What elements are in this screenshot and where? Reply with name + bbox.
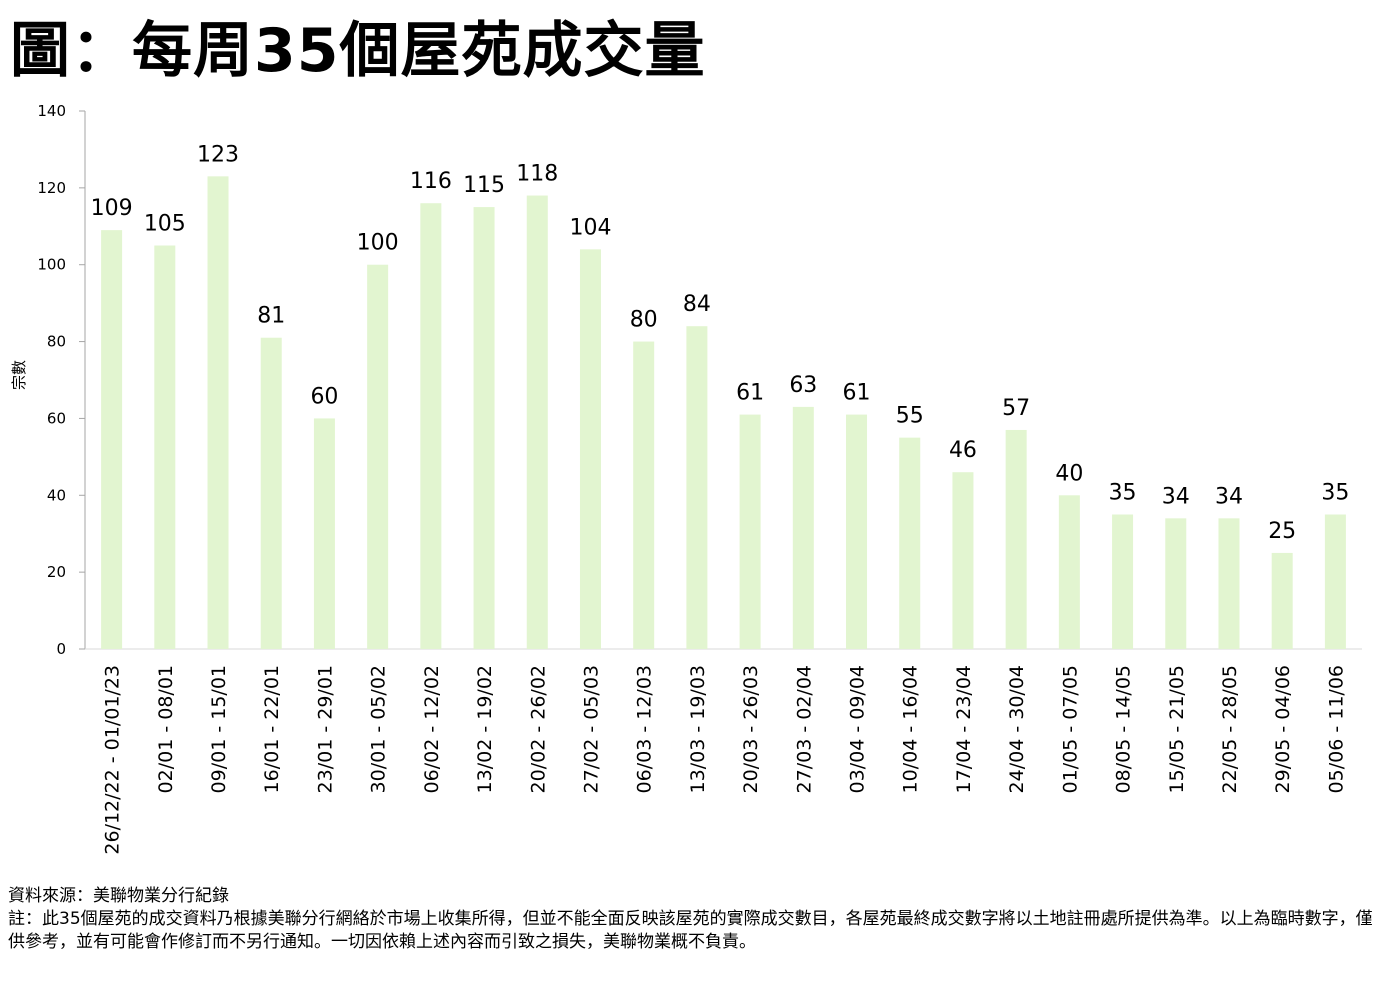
x-tick-label: 10/04 - 16/04 <box>900 665 922 793</box>
bar <box>633 341 655 649</box>
data-label: 118 <box>516 162 558 187</box>
x-tick-label: 27/03 - 02/04 <box>793 665 815 793</box>
bar <box>207 176 229 650</box>
bar <box>526 195 548 650</box>
bar <box>473 207 495 650</box>
disclaimer-note: 註：此35個屋苑的成交資料乃根據美聯分行網絡於市場上收集所得，但並不能全面反映該… <box>8 909 1373 952</box>
data-label: 104 <box>569 215 611 240</box>
data-label: 25 <box>1268 519 1296 544</box>
bar <box>1058 495 1080 649</box>
data-label: 105 <box>144 212 186 237</box>
data-label: 40 <box>1055 461 1083 486</box>
bar <box>952 472 974 649</box>
bar <box>899 437 921 649</box>
x-tick-label: 27/02 - 05/03 <box>580 665 602 793</box>
x-tick-label: 15/05 - 21/05 <box>1166 665 1188 793</box>
data-label: 61 <box>736 381 764 406</box>
y-tick-label: 60 <box>47 409 66 427</box>
bar <box>367 264 389 649</box>
x-tick-label: 05/06 - 11/06 <box>1325 665 1347 793</box>
x-tick-label: 20/03 - 26/03 <box>740 665 762 793</box>
bar <box>739 414 761 649</box>
bar <box>686 326 708 649</box>
x-tick-label: 06/02 - 12/02 <box>421 665 443 793</box>
bar <box>846 414 868 649</box>
x-tick-label: 30/01 - 05/02 <box>368 665 390 793</box>
bar <box>154 245 176 649</box>
x-tick-label: 16/01 - 22/01 <box>261 665 283 793</box>
data-label: 81 <box>257 304 285 329</box>
y-tick-label: 80 <box>47 333 66 351</box>
bar <box>260 337 282 649</box>
x-tick-label: 06/03 - 12/03 <box>634 665 656 793</box>
data-label: 34 <box>1162 484 1190 509</box>
data-label: 60 <box>310 384 338 409</box>
data-label: 115 <box>463 173 505 198</box>
data-label: 84 <box>683 292 711 317</box>
bar <box>313 418 335 649</box>
y-tick-label: 120 <box>37 179 66 197</box>
bar <box>1218 518 1240 649</box>
data-label: 123 <box>197 142 239 167</box>
data-label: 35 <box>1109 481 1137 506</box>
chart-title: 圖：每周35個屋苑成交量 <box>10 16 706 86</box>
data-label: 116 <box>410 169 452 194</box>
x-tick-label: 26/12/22 - 01/01/23 <box>102 665 124 855</box>
bar <box>1324 514 1346 649</box>
bar <box>1112 514 1134 649</box>
data-label: 35 <box>1321 481 1349 506</box>
x-tick-label: 23/01 - 29/01 <box>314 665 336 793</box>
x-tick-label: 13/02 - 19/02 <box>474 665 496 793</box>
data-label: 100 <box>357 231 399 256</box>
bar <box>1165 518 1187 649</box>
data-label: 61 <box>843 381 871 406</box>
x-tick-label: 17/04 - 23/04 <box>953 665 975 793</box>
x-tick-label: 20/02 - 26/02 <box>527 665 549 793</box>
data-label: 63 <box>789 373 817 398</box>
y-tick-label: 20 <box>47 563 66 581</box>
bar <box>579 249 601 650</box>
bar <box>101 230 123 649</box>
y-axis-title: 宗數 <box>10 360 28 390</box>
x-tick-label: 08/05 - 14/05 <box>1113 665 1135 793</box>
bar <box>420 203 442 649</box>
x-tick-label: 29/05 - 04/06 <box>1272 665 1294 793</box>
source-note: 資料來源：美聯物業分行紀錄 <box>8 886 229 906</box>
bar <box>1271 552 1293 649</box>
x-tick-label: 22/05 - 28/05 <box>1219 665 1241 793</box>
data-label: 57 <box>1002 396 1030 421</box>
y-tick-label: 100 <box>37 256 66 274</box>
bar <box>792 406 814 649</box>
x-tick-label: 13/03 - 19/03 <box>687 665 709 793</box>
y-tick-label: 0 <box>56 640 66 658</box>
bar-chart: 0 20 40 60 80 100 120 140 宗數 109 26/12/22 - 01/01/… <box>10 102 1362 855</box>
x-tick-label: 01/05 - 07/05 <box>1059 665 1081 793</box>
data-label: 55 <box>896 404 924 429</box>
y-tick-label: 140 <box>37 102 66 120</box>
x-tick-label: 02/01 - 08/01 <box>155 665 177 793</box>
data-label: 46 <box>949 438 977 463</box>
bar <box>1005 429 1027 649</box>
y-tick-label: 40 <box>47 486 66 504</box>
x-tick-label: 09/01 - 15/01 <box>208 665 230 793</box>
data-label: 109 <box>91 196 133 221</box>
footer: 資料來源：美聯物業分行紀錄 註：此35個屋苑的成交資料乃根據美聯分行網絡於市場上… <box>8 885 1378 954</box>
x-tick-label: 03/04 - 09/04 <box>847 665 869 793</box>
data-label: 80 <box>630 308 658 333</box>
data-label: 34 <box>1215 484 1243 509</box>
x-tick-label: 24/04 - 30/04 <box>1006 665 1028 793</box>
